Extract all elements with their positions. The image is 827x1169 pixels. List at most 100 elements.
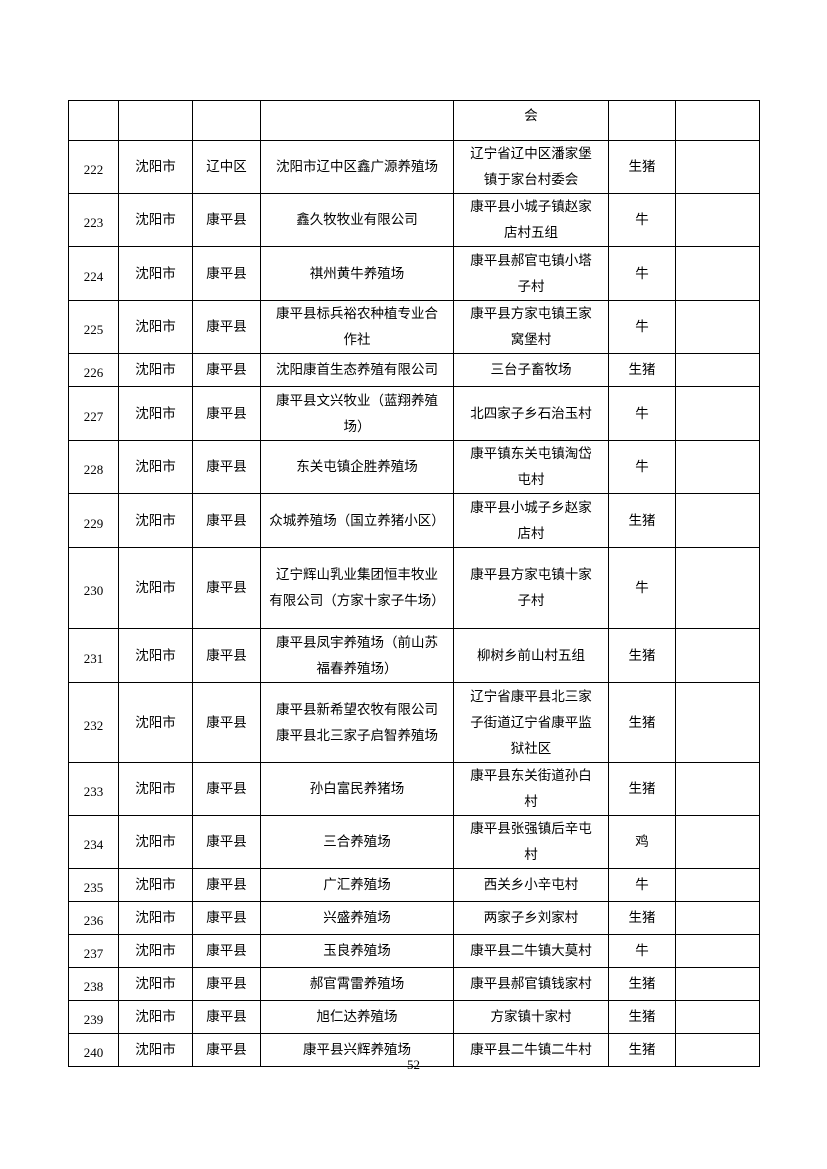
city-cell: 沈阳市 [118, 1000, 193, 1034]
row-number: 238 [68, 967, 119, 1001]
farm-name-cell: 康平县标兵裕农种植专业合 作社 [260, 300, 454, 354]
row-number [68, 100, 119, 141]
row-number: 222 [68, 140, 119, 194]
address-cell: 北四家子乡石治玉村 [453, 386, 609, 441]
address-cell: 康平县二牛镇大莫村 [453, 934, 609, 968]
table-row: 225 沈阳市 康平县 康平县标兵裕农种植专业合 作社 康平县方家屯镇王家 窝堡村牛 [68, 300, 760, 354]
farm-list-table: 会 222 沈阳市 辽中区 沈阳市辽中区鑫广源养殖场 辽宁省辽中区潘家堡 镇于家台村委会生… [68, 100, 760, 1067]
farm-name-cell: 孙白富民养猪场 [260, 762, 454, 816]
table-row: 233 沈阳市 康平县 孙白富民养猪场 康平县东关街道孙白 村生猪 [68, 762, 760, 816]
city-cell: 沈阳市 [118, 1033, 193, 1067]
city-cell: 沈阳市 [118, 967, 193, 1001]
note-cell [675, 386, 760, 441]
note-cell [675, 1033, 760, 1067]
city-cell: 沈阳市 [118, 300, 193, 354]
farm-name-cell: 旭仁达养殖场 [260, 1000, 454, 1034]
row-number: 224 [68, 246, 119, 301]
address-cell: 柳树乡前山村五组 [453, 628, 609, 683]
note-cell [675, 193, 760, 247]
note-cell [675, 493, 760, 548]
livestock-type-cell: 牛 [608, 246, 676, 301]
city-cell: 沈阳市 [118, 934, 193, 968]
farm-name-cell: 康平县凤宇养殖场（前山苏 福春养殖场） [260, 628, 454, 683]
row-number: 227 [68, 386, 119, 441]
county-cell: 康平县 [192, 386, 261, 441]
county-cell: 辽中区 [192, 140, 261, 194]
row-number: 236 [68, 901, 119, 935]
farm-name-cell: 康平县新希望农牧有限公司 康平县北三家子启智养殖场 [260, 682, 454, 763]
livestock-type-cell: 牛 [608, 934, 676, 968]
address-cell: 方家镇十家村 [453, 1000, 609, 1034]
table-row: 227 沈阳市 康平县 康平县文兴牧业（蓝翔养殖 场） 北四家子乡石治玉村牛 [68, 386, 760, 441]
county-cell: 康平县 [192, 762, 261, 816]
farm-name-cell: 鑫久牧牧业有限公司 [260, 193, 454, 247]
city-cell: 沈阳市 [118, 815, 193, 869]
table-row: 228 沈阳市 康平县 东关屯镇企胜养殖场 康平镇东关屯镇淘岱 屯村牛 [68, 440, 760, 494]
city-cell: 沈阳市 [118, 628, 193, 683]
city-cell: 沈阳市 [118, 868, 193, 902]
livestock-type-cell [608, 100, 676, 141]
livestock-type-cell: 生猪 [608, 762, 676, 816]
row-number: 228 [68, 440, 119, 494]
note-cell [675, 868, 760, 902]
table-row: 会 [68, 100, 760, 141]
farm-name-cell: 东关屯镇企胜养殖场 [260, 440, 454, 494]
note-cell [675, 682, 760, 763]
note-cell [675, 762, 760, 816]
table-row: 234 沈阳市 康平县 三合养殖场 康平县张强镇后辛屯 村鸡 [68, 815, 760, 869]
note-cell [675, 901, 760, 935]
address-cell: 康平县张强镇后辛屯 村 [453, 815, 609, 869]
address-cell: 辽宁省辽中区潘家堡 镇于家台村委会 [453, 140, 609, 194]
address-cell: 三台子畜牧场 [453, 353, 609, 387]
county-cell: 康平县 [192, 246, 261, 301]
livestock-type-cell: 生猪 [608, 901, 676, 935]
note-cell [675, 934, 760, 968]
livestock-type-cell: 牛 [608, 300, 676, 354]
city-cell: 沈阳市 [118, 682, 193, 763]
county-cell: 康平县 [192, 193, 261, 247]
livestock-type-cell: 生猪 [608, 140, 676, 194]
row-number: 234 [68, 815, 119, 869]
note-cell [675, 353, 760, 387]
table-row: 229 沈阳市 康平县 众城养殖场（国立养猪小区） 康平县小城子乡赵家 店村 生猪 [68, 493, 760, 548]
livestock-type-cell: 生猪 [608, 682, 676, 763]
livestock-type-cell: 牛 [608, 440, 676, 494]
table-row: 237 沈阳市 康平县 玉良养殖场 康平县二牛镇大莫村牛 [68, 934, 760, 968]
city-cell: 沈阳市 [118, 193, 193, 247]
county-cell: 康平县 [192, 353, 261, 387]
row-number: 230 [68, 547, 119, 629]
city-cell: 沈阳市 [118, 547, 193, 629]
note-cell [675, 547, 760, 629]
farm-name-cell: 祺州黄牛养殖场 [260, 246, 454, 301]
table-row: 240 沈阳市 康平县 康平县兴辉养殖场 康平县二牛镇二牛村 生猪 [68, 1033, 760, 1067]
livestock-type-cell: 生猪 [608, 967, 676, 1001]
row-number: 229 [68, 493, 119, 548]
city-cell [118, 100, 193, 141]
page-number: 52 [407, 1057, 420, 1072]
county-cell: 康平县 [192, 1000, 261, 1034]
farm-name-cell [260, 100, 454, 141]
table-row: 239 沈阳市 康平县 旭仁达养殖场 方家镇十家村 生猪 [68, 1000, 760, 1034]
note-cell [675, 100, 760, 141]
note-cell [675, 628, 760, 683]
county-cell: 康平县 [192, 300, 261, 354]
row-number: 239 [68, 1000, 119, 1034]
farm-name-cell: 辽宁辉山乳业集团恒丰牧业 有限公司（方家十家子牛场） [260, 547, 454, 629]
table-row: 232 沈阳市 康平县 康平县新希望农牧有限公司 康平县北三家子启智养殖场 辽宁省康平县… [68, 682, 760, 763]
address-cell: 康平县方家屯镇十家 子村 [453, 547, 609, 629]
farm-name-cell: 玉良养殖场 [260, 934, 454, 968]
county-cell: 康平县 [192, 967, 261, 1001]
farm-name-cell: 康平县兴辉养殖场 [260, 1033, 454, 1067]
livestock-type-cell: 牛 [608, 547, 676, 629]
city-cell: 沈阳市 [118, 140, 193, 194]
address-cell: 辽宁省康平县北三家 子街道辽宁省康平监 狱社区 [453, 682, 609, 763]
address-cell: 两家子乡刘家村 [453, 901, 609, 935]
county-cell: 康平县 [192, 815, 261, 869]
county-cell: 康平县 [192, 628, 261, 683]
address-cell: 西关乡小辛屯村 [453, 868, 609, 902]
livestock-type-cell: 生猪 [608, 1000, 676, 1034]
row-number: 223 [68, 193, 119, 247]
city-cell: 沈阳市 [118, 386, 193, 441]
row-number: 233 [68, 762, 119, 816]
county-cell: 康平县 [192, 901, 261, 935]
